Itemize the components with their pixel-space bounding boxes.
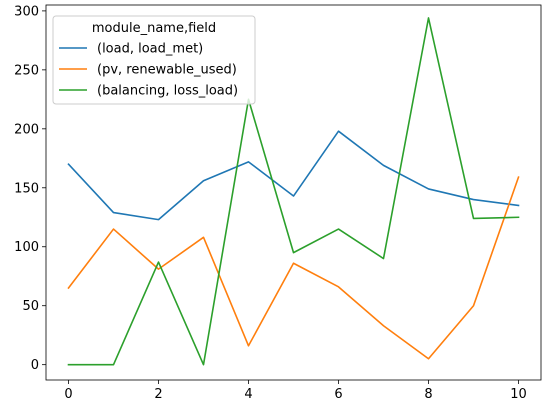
legend-title: module_name,field	[92, 21, 216, 36]
y-tick-label: 150	[14, 181, 39, 196]
y-tick-label: 200	[14, 122, 39, 137]
legend: module_name,field (load, load_met) (pv, r…	[52, 15, 256, 105]
x-tick-label: 8	[424, 387, 432, 402]
x-axis: 0 2 4 6 8 10	[64, 380, 527, 402]
legend-label-2: (pv, renewable_used)	[97, 63, 237, 78]
y-axis: 0 50 100 150 200 250 300	[14, 4, 46, 373]
y-tick-label: 0	[31, 358, 39, 373]
y-tick-label: 100	[14, 240, 39, 255]
y-tick-label: 300	[14, 4, 39, 19]
x-tick-label: 4	[244, 387, 252, 402]
legend-box	[52, 15, 256, 105]
legend-label-3: (balancing, loss_load)	[97, 84, 238, 99]
x-tick-label: 2	[154, 387, 162, 402]
legend-label-1: (load, load_met)	[97, 42, 203, 57]
y-tick-label: 250	[14, 63, 39, 78]
y-tick-label: 50	[22, 299, 39, 314]
x-tick-label: 0	[64, 387, 72, 402]
series-line-1	[67, 130, 520, 221]
x-tick-label: 6	[334, 387, 342, 402]
series-line-3	[67, 17, 520, 366]
x-tick-label: 10	[510, 387, 527, 402]
series-layer	[67, 17, 520, 366]
series-line-2	[67, 176, 520, 360]
